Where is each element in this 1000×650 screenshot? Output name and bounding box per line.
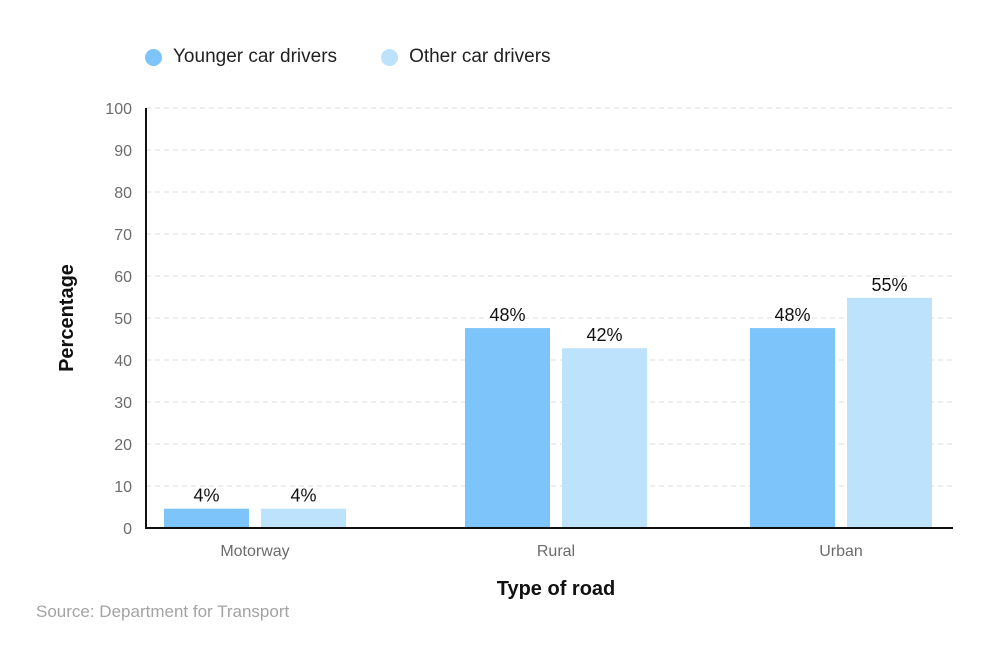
x-tick-label: Motorway — [220, 543, 289, 560]
legend-swatch-other — [381, 48, 399, 66]
legend-label-younger: Younger car drivers — [173, 46, 338, 67]
x-tick-labels: Motorway Rural Urban — [220, 543, 862, 560]
bar-value-label: 48% — [489, 305, 525, 325]
y-tick-label: 50 — [114, 311, 132, 328]
y-tick-label: 70 — [114, 227, 132, 244]
y-tick-label: 20 — [114, 437, 132, 454]
y-tick-label: 90 — [114, 143, 132, 160]
bar-value-labels: 4% 4% 48% 42% 48% 55% — [193, 275, 907, 506]
bar — [847, 297, 932, 528]
bar — [562, 348, 647, 528]
x-axis-title: Type of road — [497, 578, 616, 600]
y-tick-label: 60 — [114, 269, 132, 286]
bars — [164, 297, 932, 528]
y-tick-labels: 0 10 20 30 40 50 60 70 80 90 100 — [105, 101, 132, 538]
bar-value-label: 4% — [193, 486, 219, 506]
bar — [465, 328, 550, 528]
y-axis-title: Percentage — [56, 264, 78, 372]
y-tick-label: 100 — [105, 101, 132, 118]
x-tick-label: Rural — [537, 543, 575, 560]
bar-value-label: 42% — [586, 325, 622, 345]
bar — [261, 508, 346, 528]
y-tick-label: 10 — [114, 479, 132, 496]
bar — [750, 328, 835, 528]
bar-value-label: 55% — [871, 275, 907, 295]
legend-label-other: Other car drivers — [409, 46, 551, 67]
bar-value-label: 4% — [290, 486, 316, 506]
x-tick-label: Urban — [819, 543, 863, 560]
source-note: Source: Department for Transport — [36, 602, 290, 621]
bar-value-label: 48% — [774, 305, 810, 325]
legend: Younger car drivers Other car drivers — [145, 46, 595, 68]
bar — [164, 508, 249, 528]
legend-swatch-younger — [145, 48, 162, 66]
legend-item-younger: Younger car drivers — [145, 46, 337, 68]
y-tick-label: 40 — [114, 353, 132, 370]
y-tick-label: 0 — [123, 521, 132, 538]
legend-item-other: Other car drivers — [381, 46, 551, 68]
y-tick-label: 30 — [114, 395, 132, 412]
y-tick-label: 80 — [114, 185, 132, 202]
